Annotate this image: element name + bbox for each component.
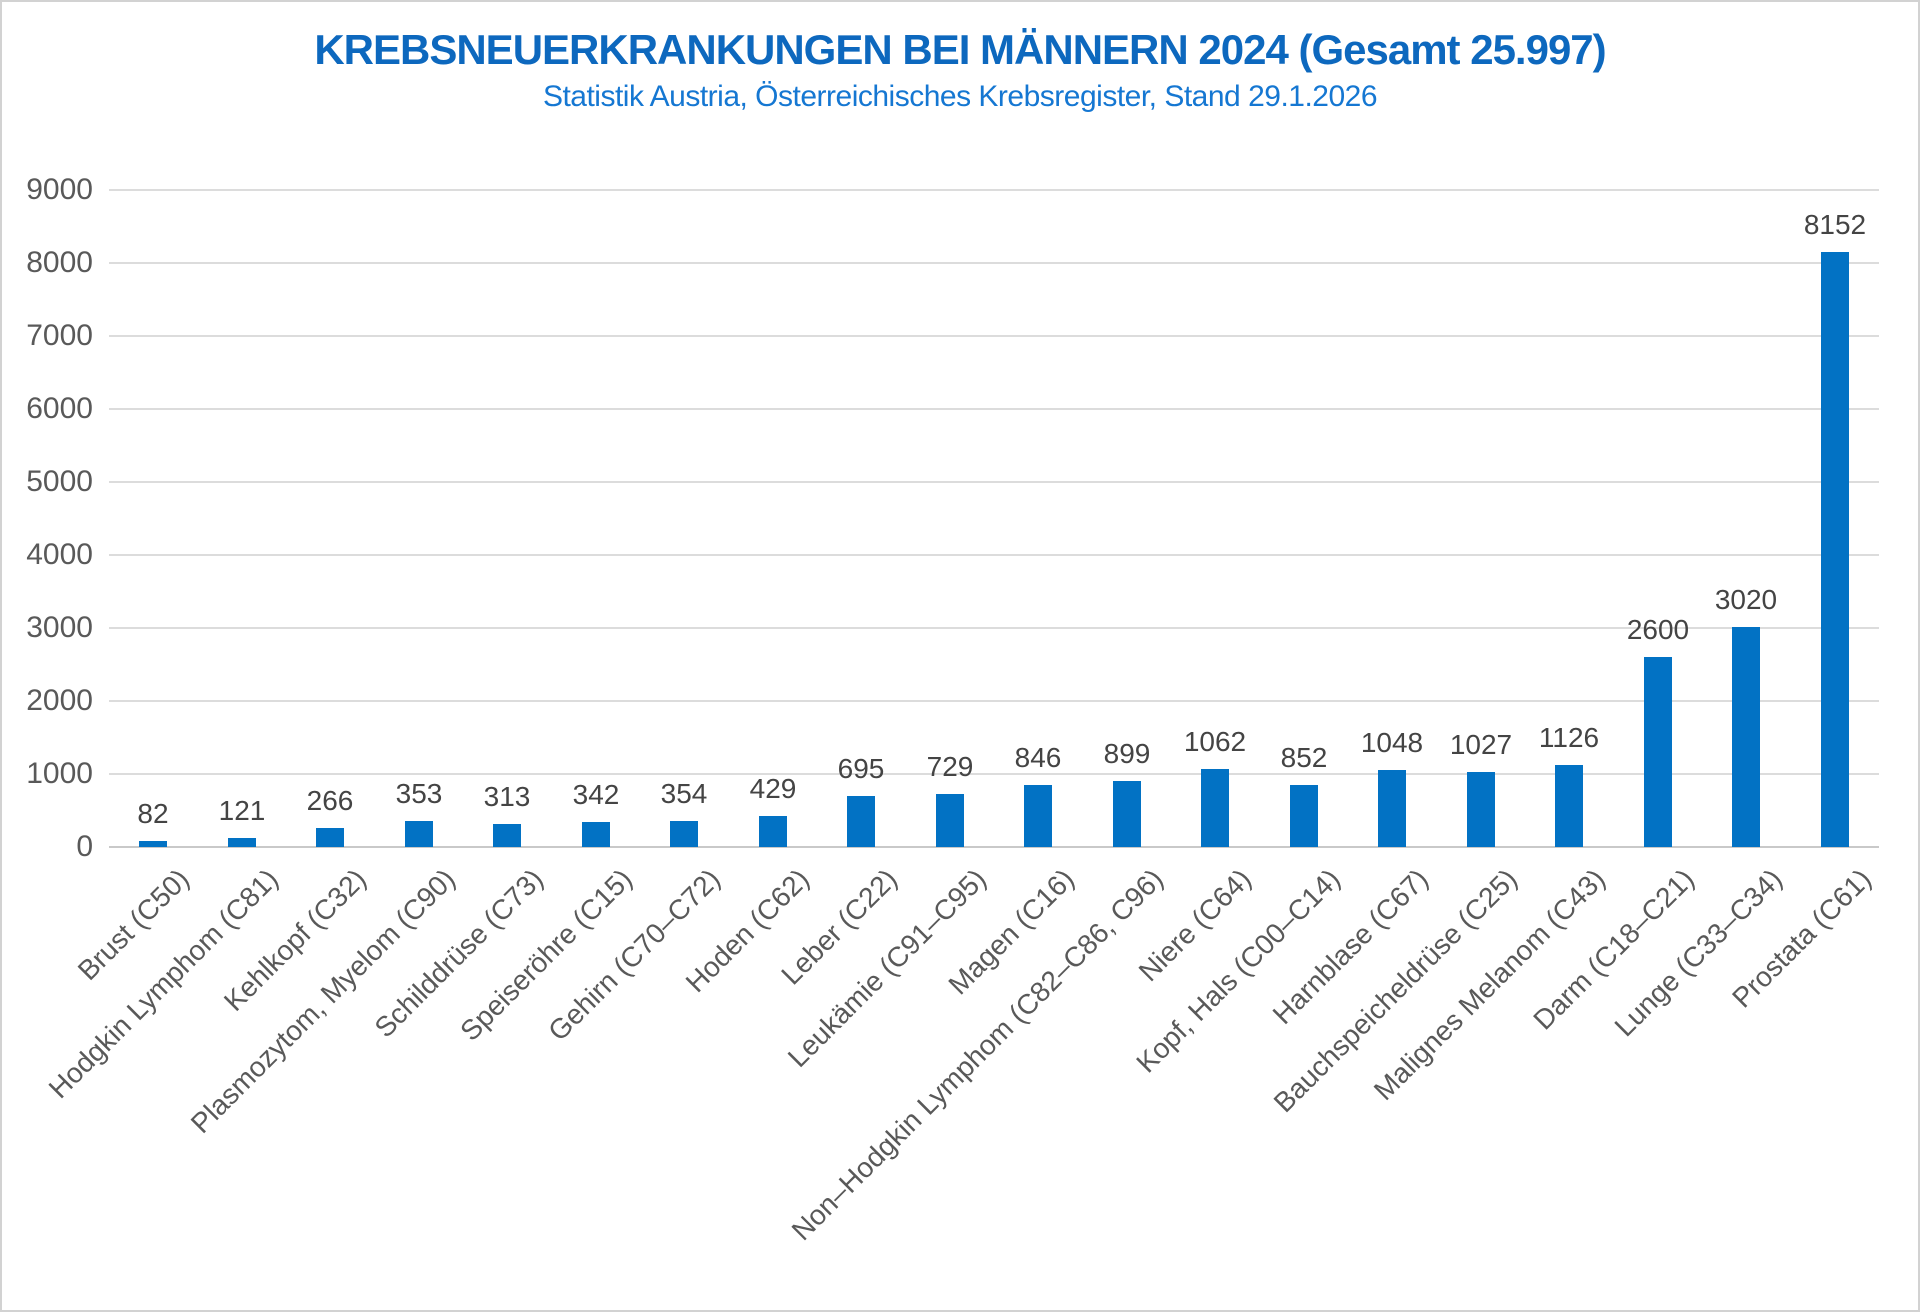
gridline [109, 627, 1879, 629]
bar-value-label: 899 [1103, 738, 1151, 769]
bar [493, 824, 521, 847]
bar-value-label: 1062 [1183, 726, 1247, 757]
bar [936, 794, 964, 847]
gridline [109, 189, 1879, 191]
bar [1378, 770, 1406, 847]
bar-value-label: 266 [306, 785, 354, 816]
bar-value-label: 846 [1014, 742, 1062, 773]
y-axis-tick-label: 0 [76, 830, 93, 863]
bar-value-label: 3020 [1714, 584, 1778, 615]
bar-value-label: 121 [218, 795, 266, 826]
bar-value-label: 2600 [1626, 614, 1690, 645]
bar-value-label: 695 [837, 753, 885, 784]
bar-value-label: 342 [572, 779, 620, 810]
y-axis-tick-label: 5000 [26, 465, 93, 498]
gridline [109, 554, 1879, 556]
gridline [109, 846, 1879, 848]
bar [1821, 252, 1849, 847]
chart-title: KREBSNEUERKRANKUNGEN BEI MÄNNERN 2024 (G… [314, 26, 1606, 73]
gridline [109, 700, 1879, 702]
y-axis-tick-label: 4000 [26, 538, 93, 571]
bar [1113, 781, 1141, 847]
bar [847, 796, 875, 847]
chart-subtitle: Statistik Austria, Österreichisches Kreb… [542, 80, 1378, 113]
bar-value-label: 852 [1280, 742, 1328, 773]
bar-value-label: 1027 [1449, 729, 1513, 760]
y-axis-tick-label: 2000 [26, 684, 93, 717]
bar [1467, 772, 1495, 847]
bar [228, 838, 256, 847]
bar [1024, 785, 1052, 847]
bar-value-label: 353 [395, 778, 443, 809]
y-axis-tick-label: 7000 [26, 319, 93, 352]
gridline [109, 481, 1879, 483]
bar [405, 821, 433, 847]
bar [670, 821, 698, 847]
bar-value-label: 313 [483, 781, 531, 812]
bar [1732, 627, 1760, 847]
gridline [109, 408, 1879, 410]
bar [759, 816, 787, 847]
y-axis-tick-label: 1000 [26, 757, 93, 790]
bar [1644, 657, 1672, 847]
bar [1201, 769, 1229, 847]
y-axis-tick-label: 6000 [26, 392, 93, 425]
bar-value-label: 82 [137, 798, 169, 829]
y-axis-tick-label: 8000 [26, 246, 93, 279]
bar-value-label: 729 [926, 751, 974, 782]
bar-value-label: 1048 [1360, 727, 1424, 758]
bar-value-label: 429 [749, 773, 797, 804]
x-axis-category-label: Prostata (C61) [1335, 863, 1877, 1014]
bar [139, 841, 167, 847]
bar [582, 822, 610, 847]
gridline [109, 262, 1879, 264]
y-axis-tick-label: 9000 [26, 173, 93, 206]
bar [1555, 765, 1583, 847]
chart-header: KREBSNEUERKRANKUNGEN BEI MÄNNERN 2024 (G… [2, 24, 1918, 116]
bar [316, 828, 344, 847]
gridline [109, 773, 1879, 775]
gridline [109, 335, 1879, 337]
y-axis-tick-label: 3000 [26, 611, 93, 644]
bar-value-label: 354 [660, 778, 708, 809]
bar-value-label: 8152 [1803, 209, 1867, 240]
bar [1290, 785, 1318, 847]
bar-value-label: 1126 [1538, 722, 1600, 753]
